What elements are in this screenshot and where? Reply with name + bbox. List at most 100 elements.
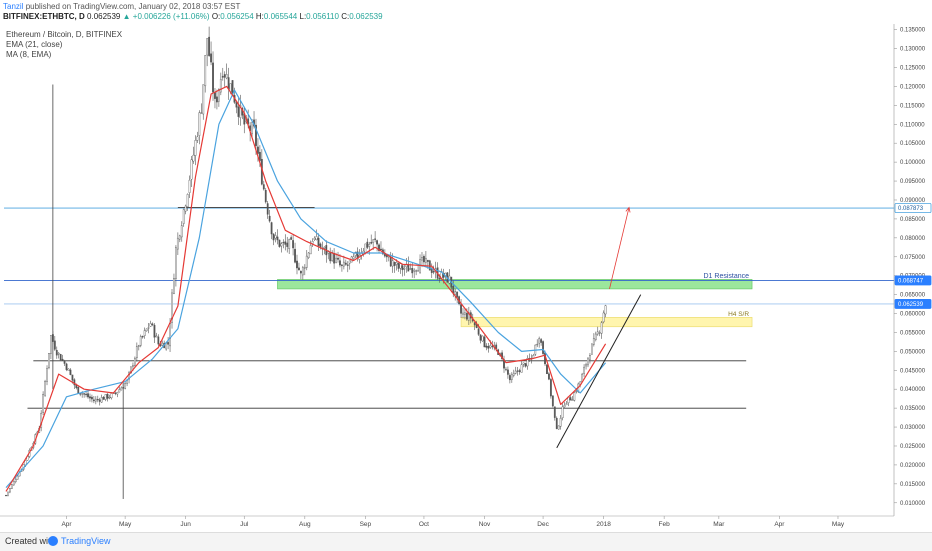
- x-tick-label: Aug: [299, 521, 311, 528]
- y-tick-label: 0.115000: [900, 103, 925, 109]
- candle-down: [549, 379, 552, 397]
- candle-up: [587, 357, 589, 366]
- candle-up: [225, 74, 228, 79]
- y-tick-label: 0.035000: [900, 406, 926, 412]
- low-label: L:: [299, 12, 307, 21]
- x-tick-label: Nov: [479, 521, 491, 528]
- candle-down: [430, 268, 433, 273]
- candle-down: [344, 262, 347, 265]
- publish-header: Tanzil published on TradingView.com, Jan…: [0, 0, 932, 24]
- arrow-head-icon: [625, 206, 631, 213]
- candle-up: [571, 399, 574, 401]
- y-tick-label: 0.100000: [900, 160, 926, 166]
- price-chart[interactable]: D1 Resistance H4 S/R 0.135000 0.130000 0.12…: [0, 24, 932, 530]
- y-tick-label: 0.050000: [900, 349, 926, 355]
- candle-down: [298, 267, 300, 271]
- candle-down: [141, 336, 144, 338]
- candle-down: [61, 358, 64, 361]
- legend-ma: MA (8, EMA): [6, 50, 52, 59]
- candle-down: [491, 345, 494, 348]
- candle-down: [329, 252, 332, 262]
- candle-down: [380, 248, 382, 251]
- candle-up: [583, 366, 585, 374]
- candle-up: [505, 368, 507, 371]
- tradingview-link[interactable]: TradingView: [61, 536, 111, 546]
- candle-down: [270, 222, 273, 235]
- candle-down: [337, 257, 339, 260]
- ma8-line: [5, 85, 607, 492]
- candle-up: [602, 312, 605, 323]
- candle-up: [565, 403, 568, 405]
- candle-up: [462, 312, 464, 315]
- symbol-label: BITFINEX:ETHBTC, D: [3, 12, 85, 21]
- candle-up: [274, 235, 277, 239]
- candle-up: [48, 353, 50, 368]
- candle-up: [372, 239, 375, 243]
- candle-up: [10, 484, 13, 489]
- candle-up: [135, 346, 138, 359]
- y-tick-label: 0.015000: [900, 482, 926, 488]
- y-tick-label: 0.135000: [900, 28, 926, 34]
- candle-down: [300, 271, 302, 274]
- y-tick-label: 0.085000: [900, 217, 926, 223]
- candle-up: [182, 209, 185, 224]
- candle-up: [171, 292, 173, 323]
- candle-up: [364, 243, 367, 253]
- candle-up: [594, 333, 597, 340]
- candle-up: [559, 418, 562, 427]
- candle-down: [87, 393, 89, 398]
- candle-up: [323, 246, 326, 249]
- candle-down: [106, 393, 109, 399]
- y-tick-label: 0.025000: [900, 444, 926, 450]
- candle-up: [526, 358, 529, 367]
- candle-up: [512, 373, 515, 376]
- candle-up: [133, 357, 136, 367]
- candle-down: [264, 190, 267, 203]
- candle-up: [120, 387, 123, 391]
- candle-down: [69, 369, 72, 375]
- candle-up: [184, 205, 187, 212]
- y-tick-label: 0.065000: [900, 293, 926, 299]
- candle-up: [522, 362, 525, 365]
- candle-down: [85, 393, 87, 396]
- candle-up: [217, 89, 220, 102]
- candle-up: [399, 263, 402, 269]
- candle-down: [548, 373, 550, 380]
- candle-down: [212, 62, 214, 93]
- candle-up: [139, 336, 142, 346]
- candle-up: [391, 260, 394, 267]
- candle-down: [284, 241, 287, 245]
- y-tick-label: 0.055000: [900, 330, 926, 336]
- candle-down: [96, 399, 99, 401]
- candle-down: [423, 256, 425, 263]
- y-tick-label: 0.060000: [900, 312, 926, 318]
- candle-up: [575, 390, 578, 393]
- y-tick-label: 0.040000: [900, 387, 926, 393]
- candle-up: [510, 374, 513, 380]
- candle-down: [546, 364, 548, 375]
- candle-down: [77, 386, 80, 394]
- candle-up: [520, 364, 523, 373]
- tradingview-logo-icon[interactable]: [48, 536, 58, 546]
- candle-up: [589, 355, 591, 360]
- y-tick-label: 0.120000: [900, 84, 926, 90]
- candle-down: [339, 260, 341, 266]
- trendline: [556, 294, 642, 449]
- candle-down: [569, 397, 572, 401]
- candle-up: [563, 405, 566, 408]
- candle-down: [235, 102, 238, 108]
- candle-up: [604, 305, 607, 315]
- candle-up: [573, 392, 576, 401]
- candle-down: [456, 291, 459, 298]
- candle-up: [561, 406, 564, 419]
- candle-down: [65, 363, 68, 370]
- candle-up: [143, 330, 146, 336]
- candle-down: [221, 75, 224, 78]
- candle-down: [294, 248, 296, 263]
- candle-down: [479, 334, 482, 341]
- candle-down: [266, 203, 269, 215]
- candle-up: [57, 352, 60, 355]
- author-link[interactable]: Tanzil: [3, 2, 24, 11]
- candle-up: [424, 258, 427, 263]
- candle-up: [204, 55, 207, 87]
